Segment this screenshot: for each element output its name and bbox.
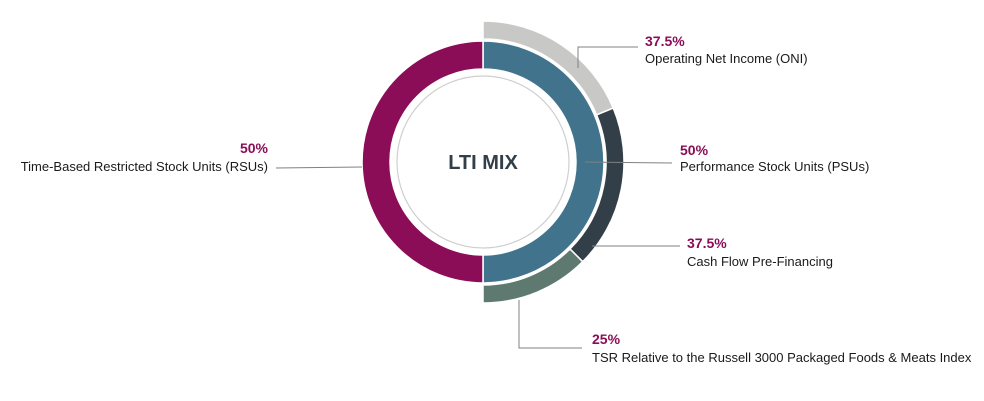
leader-line-1 bbox=[584, 161, 673, 164]
inner-slice-1 bbox=[361, 40, 484, 284]
rsu-percent-label: 50% bbox=[240, 140, 269, 156]
oni-category-label: Operating Net Income (ONI) bbox=[645, 51, 808, 66]
oni-percent-label: 37.5% bbox=[645, 33, 685, 49]
tsr-category-label: TSR Relative to the Russell 3000 Package… bbox=[592, 350, 972, 365]
outer-ring bbox=[482, 20, 625, 304]
outer-slice-2 bbox=[482, 247, 584, 304]
cash-flow-category-label: Cash Flow Pre-Financing bbox=[687, 254, 833, 269]
psu-category-label: Performance Stock Units (PSUs) bbox=[680, 159, 869, 174]
inner-slice-0 bbox=[482, 40, 605, 284]
psu-percent-label: 50% bbox=[680, 142, 709, 158]
center-circle bbox=[396, 75, 570, 249]
leader-line-0 bbox=[577, 46, 638, 68]
labels: 37.5%Operating Net Income (ONI)50%Perfor… bbox=[21, 33, 972, 365]
cash-flow-percent-label: 37.5% bbox=[687, 235, 727, 251]
leader-lines bbox=[275, 46, 680, 349]
leader-line-4 bbox=[275, 166, 363, 169]
inner-ring bbox=[361, 40, 605, 284]
leader-line-3 bbox=[518, 300, 582, 349]
chart-title: LTI MIX bbox=[448, 152, 518, 174]
rsu-category-label: Time-Based Restricted Stock Units (RSUs) bbox=[21, 159, 268, 174]
tsr-percent-label: 25% bbox=[592, 331, 621, 347]
